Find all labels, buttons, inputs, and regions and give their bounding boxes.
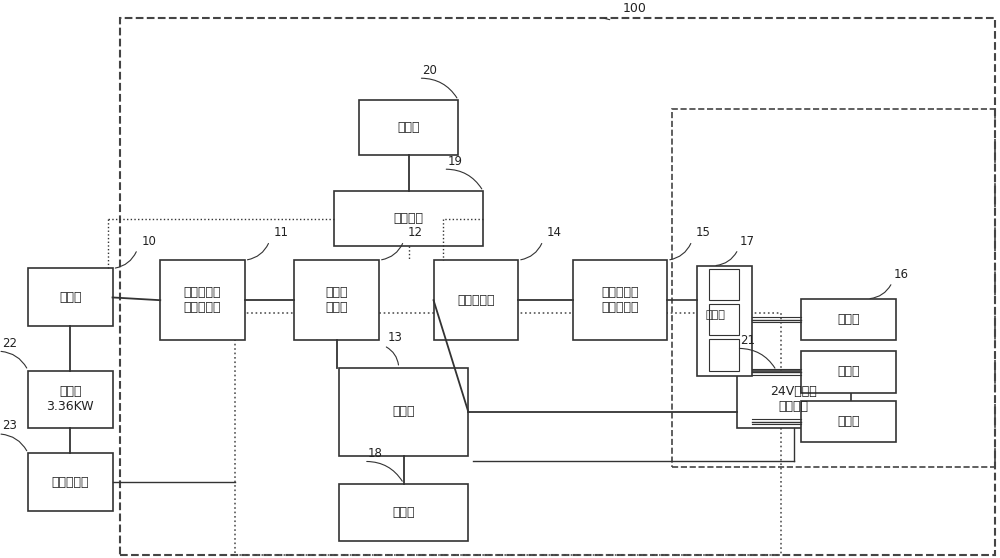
Text: 19: 19 bbox=[447, 155, 462, 167]
Text: 20: 20 bbox=[423, 64, 437, 76]
Text: 水冷型永磁
同步发电机: 水冷型永磁 同步发电机 bbox=[184, 286, 221, 314]
Text: 控制设备: 控制设备 bbox=[394, 213, 424, 225]
FancyBboxPatch shape bbox=[709, 269, 739, 301]
FancyBboxPatch shape bbox=[294, 260, 379, 340]
Text: 11: 11 bbox=[274, 226, 289, 239]
Text: 13: 13 bbox=[388, 331, 403, 344]
Text: 21: 21 bbox=[741, 334, 756, 347]
Text: 100: 100 bbox=[622, 2, 646, 15]
FancyBboxPatch shape bbox=[709, 304, 739, 335]
FancyBboxPatch shape bbox=[160, 260, 245, 340]
Text: 水冷型永磁
同步电动机: 水冷型永磁 同步电动机 bbox=[601, 286, 639, 314]
FancyBboxPatch shape bbox=[801, 299, 896, 340]
FancyBboxPatch shape bbox=[801, 401, 896, 442]
Text: 压缩机: 压缩机 bbox=[837, 415, 860, 428]
FancyBboxPatch shape bbox=[28, 453, 113, 511]
Text: 23: 23 bbox=[2, 419, 17, 432]
Text: 24V双电源
电器设备: 24V双电源 电器设备 bbox=[770, 386, 817, 413]
FancyBboxPatch shape bbox=[359, 100, 458, 156]
Text: 16: 16 bbox=[894, 268, 909, 281]
FancyBboxPatch shape bbox=[737, 371, 851, 429]
Text: 发动机: 发动机 bbox=[59, 291, 82, 304]
Text: 铅酸蓄电池: 铅酸蓄电池 bbox=[52, 475, 89, 489]
FancyBboxPatch shape bbox=[697, 266, 752, 376]
FancyBboxPatch shape bbox=[339, 484, 468, 541]
Text: 压缩机: 压缩机 bbox=[837, 365, 860, 378]
FancyBboxPatch shape bbox=[573, 260, 667, 340]
FancyBboxPatch shape bbox=[709, 339, 739, 371]
FancyBboxPatch shape bbox=[434, 260, 518, 340]
Text: 配电盒: 配电盒 bbox=[392, 405, 415, 418]
Text: 10: 10 bbox=[141, 234, 156, 248]
FancyBboxPatch shape bbox=[801, 351, 896, 393]
Text: 12: 12 bbox=[408, 226, 423, 239]
Text: 发电机
3.36KW: 发电机 3.36KW bbox=[46, 386, 94, 413]
FancyBboxPatch shape bbox=[28, 268, 113, 326]
Text: 14: 14 bbox=[547, 226, 562, 239]
Text: 皮带轮: 皮带轮 bbox=[705, 310, 725, 320]
Text: 18: 18 bbox=[368, 447, 383, 460]
Text: 显示屏: 显示屏 bbox=[397, 122, 420, 134]
Text: 锂电池: 锂电池 bbox=[392, 506, 415, 519]
FancyBboxPatch shape bbox=[334, 191, 483, 247]
FancyBboxPatch shape bbox=[339, 368, 468, 456]
Text: 压缩机: 压缩机 bbox=[837, 313, 860, 326]
FancyBboxPatch shape bbox=[28, 371, 113, 429]
Text: 17: 17 bbox=[740, 234, 755, 248]
Text: 水冷型
充电机: 水冷型 充电机 bbox=[325, 286, 348, 314]
Text: 电机驱动器: 电机驱动器 bbox=[457, 294, 495, 307]
Text: 15: 15 bbox=[696, 226, 711, 239]
Text: 22: 22 bbox=[2, 336, 17, 349]
